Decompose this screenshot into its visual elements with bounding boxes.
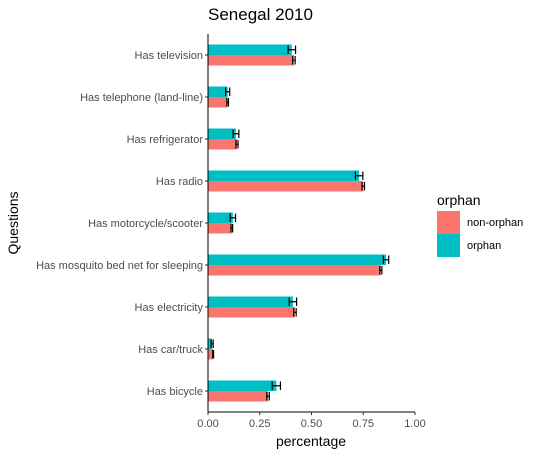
category-label-has-car-truck: Has car/truck — [138, 344, 203, 356]
legend-key-non-orphan — [437, 211, 460, 234]
error-bar-non-orphan-has-television — [292, 56, 296, 65]
error-bar-orphan-has-car-truck — [210, 339, 214, 348]
x-tick-label: 0.25 — [249, 418, 270, 430]
bar-non-orphan-has-electricity — [208, 307, 295, 318]
category-label-has-radio: Has radio — [156, 176, 203, 188]
bar-orphan-has-motorcycle-scooter — [208, 212, 233, 223]
error-bar-orphan-has-telephone-land-line — [224, 87, 231, 96]
bar-orphan-has-television — [208, 44, 292, 55]
error-bar-non-orphan-has-bicycle — [266, 392, 270, 401]
error-bar-non-orphan-has-telephone-land-line — [226, 98, 230, 107]
legend-label-orphan: orphan — [467, 240, 501, 252]
error-bar-orphan-has-electricity — [288, 297, 298, 306]
category-label-has-mosquito-bed-net-for-sleeping: Has mosquito bed net for sleeping — [36, 260, 203, 272]
error-bar-non-orphan-has-radio — [361, 182, 366, 191]
x-tick-label: 0.00 — [197, 418, 218, 430]
bar-orphan-has-car-truck — [208, 338, 213, 349]
error-bar-orphan-has-refrigerator — [232, 129, 240, 138]
error-bars — [210, 45, 390, 401]
bar-orphan-has-mosquito-bed-net-for-sleeping — [208, 254, 387, 265]
category-labels: Has television Has telephone (land-line) H… — [36, 50, 208, 398]
error-bar-orphan-has-television — [287, 45, 297, 54]
error-bar-orphan-has-bicycle — [271, 381, 282, 390]
x-axis-title: percentage — [276, 433, 346, 449]
error-bar-non-orphan-has-motorcycle-scooter — [230, 224, 234, 233]
x-tick-label: 0.50 — [301, 418, 322, 430]
bar-orphan-has-telephone-land-line — [208, 86, 228, 97]
bar-orphan-has-refrigerator — [208, 128, 236, 139]
bar-non-orphan-has-motorcycle-scooter — [208, 223, 232, 234]
chart-title: Senegal 2010 — [208, 5, 313, 24]
error-bar-non-orphan-has-mosquito-bed-net-for-sleeping — [379, 266, 383, 275]
category-label-has-bicycle: Has bicycle — [147, 386, 203, 398]
error-bar-non-orphan-has-electricity — [293, 308, 297, 317]
legend-key-orphan — [437, 234, 460, 257]
bar-non-orphan-has-mosquito-bed-net-for-sleeping — [208, 265, 381, 276]
bar-non-orphan-has-bicycle — [208, 391, 269, 402]
bar-non-orphan-has-car-truck — [208, 349, 214, 360]
bars — [208, 44, 387, 402]
bar-non-orphan-has-telephone-land-line — [208, 97, 228, 108]
bar-orphan-has-radio — [208, 170, 360, 181]
category-label-has-electricity: Has electricity — [135, 302, 204, 314]
legend-label-non-orphan: non-orphan — [467, 217, 523, 229]
error-bar-orphan-has-mosquito-bed-net-for-sleeping — [382, 255, 390, 264]
bar-orphan-has-bicycle — [208, 380, 277, 391]
legend: orphan non-orphan orphan — [437, 192, 523, 257]
y-axis-title: Questions — [5, 191, 21, 254]
x-axis-ticks: 0.00 0.25 0.50 0.75 1.00 — [197, 412, 426, 430]
bar-orphan-has-electricity — [208, 296, 293, 307]
error-bar-orphan-has-motorcycle-scooter — [229, 213, 237, 222]
category-label-has-refrigerator: Has refrigerator — [127, 134, 204, 146]
bar-non-orphan-has-television — [208, 55, 294, 66]
bar-non-orphan-has-refrigerator — [208, 139, 237, 150]
error-bar-non-orphan-has-refrigerator — [235, 140, 239, 149]
category-label-has-motorcycle-scooter: Has motorcycle/scooter — [88, 218, 203, 230]
category-label-has-television: Has television — [135, 50, 203, 62]
category-label-has-telephone-land-line: Has telephone (land-line) — [80, 92, 203, 104]
x-tick-label: 0.75 — [353, 418, 374, 430]
bar-non-orphan-has-radio — [208, 181, 364, 192]
error-bar-orphan-has-radio — [354, 171, 364, 180]
x-tick-label: 1.00 — [404, 418, 425, 430]
error-bar-non-orphan-has-car-truck — [212, 350, 215, 359]
legend-title: orphan — [437, 192, 481, 208]
